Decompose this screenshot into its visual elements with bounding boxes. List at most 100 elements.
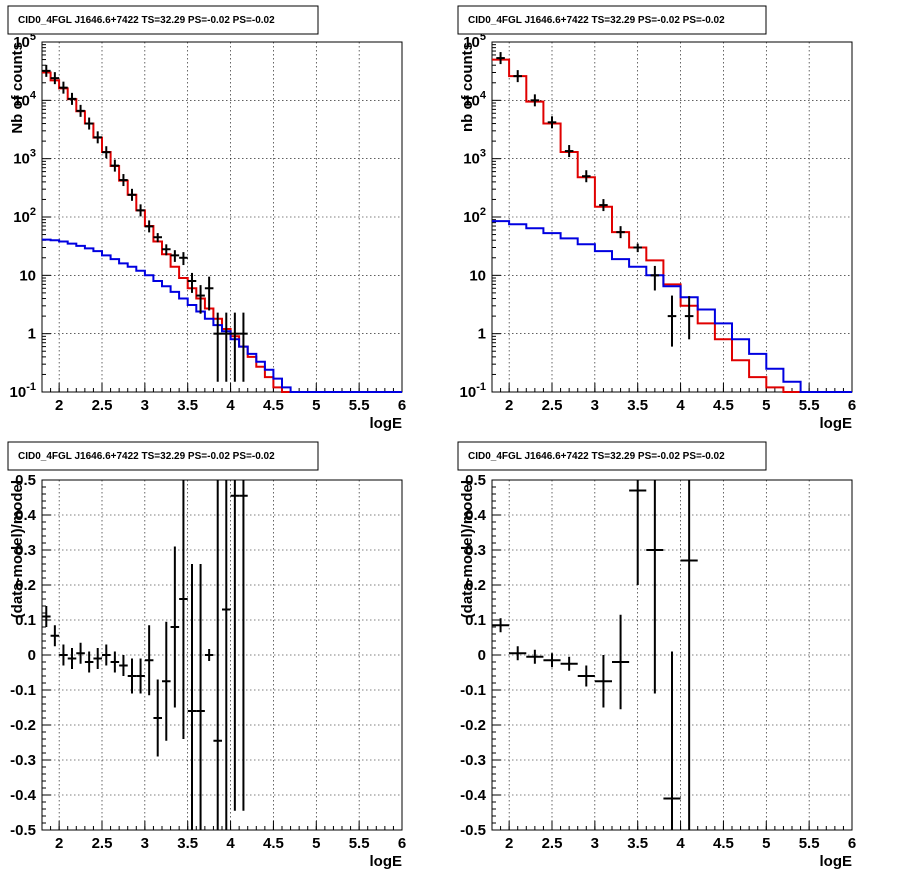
data-point [153, 233, 162, 243]
y-tick-label: -0.4 [10, 787, 37, 804]
y-tick-label: 0.4 [15, 507, 37, 524]
data-point [213, 312, 222, 382]
data-point [543, 653, 561, 668]
y-axis-title: (data-model)/model [459, 480, 476, 618]
data-point [239, 480, 248, 811]
x-tick-label: 4.5 [263, 397, 284, 414]
data-point [204, 276, 214, 311]
data-point [577, 665, 595, 687]
model-histogram-line [492, 58, 852, 393]
y-tick-label: 0.4 [465, 507, 487, 524]
data-point [230, 480, 240, 811]
chart-title: CID0_4FGL J1646.6+7422 TS=32.29 PS=-0.02… [18, 15, 275, 26]
x-tick-label: 2.5 [542, 835, 563, 852]
x-tick-label: 3.5 [627, 835, 648, 852]
x-tick-label: 5 [312, 397, 320, 414]
chart-panel-3: 2 2.5 3 3.5 4 4.5 5 5.5 6 -0.5 -0.4 -0.3 -0.2 -0.1 0 0.… [7, 441, 406, 870]
data-point [547, 116, 557, 129]
data-point [102, 644, 111, 666]
chart-title-box [7, 441, 319, 471]
data-point [680, 480, 698, 830]
y-tick-label: 10-1 [10, 381, 36, 401]
x-tick-label: 3 [141, 835, 149, 852]
data-point [127, 188, 137, 201]
data-point [650, 265, 660, 291]
x-tick-label: 4.5 [263, 835, 284, 852]
x-tick-label: 2 [505, 835, 513, 852]
y-tick-label: 10 [469, 267, 486, 284]
y-tick-label: 103 [463, 148, 486, 168]
data-point [162, 621, 171, 741]
data-point [564, 145, 574, 158]
x-tick-label: 5.5 [349, 835, 370, 852]
data-point [162, 244, 171, 256]
x-tick-label: 3 [591, 835, 599, 852]
y-tick-label: -0.2 [460, 717, 486, 734]
y-tick-label: -0.1 [460, 682, 486, 699]
data-point [196, 564, 205, 830]
data-point [76, 104, 85, 117]
y-tick-label: 0.3 [15, 542, 36, 559]
data-point [144, 625, 154, 696]
y-axis-title: (data-model)/model [9, 480, 26, 618]
data-point [42, 64, 51, 77]
data-point [509, 646, 527, 661]
x-tick-label: 6 [398, 397, 406, 414]
data-point [93, 131, 102, 144]
y-tick-label: 0.1 [15, 612, 36, 629]
x-tick-label: 4 [226, 397, 235, 414]
data-point [612, 614, 630, 710]
x-tick-label: 4.5 [713, 835, 734, 852]
y-tick-label: 0.1 [465, 612, 486, 629]
y-tick-label: 0.2 [465, 577, 486, 594]
chart-title: CID0_4FGL J1646.6+7422 TS=32.29 PS=-0.02… [468, 15, 725, 26]
chart-panel-1: 2 2.5 3 3.5 4 4.5 5 5.5 610-1110102103104105logE… [7, 5, 406, 432]
data-point [136, 204, 145, 217]
chart-title: CID0_4FGL J1646.6+7422 TS=32.29 PS=-0.02… [468, 451, 725, 462]
x-tick-label: 3.5 [627, 397, 648, 414]
y-tick-label: 1 [478, 326, 486, 343]
y-tick-label: -0.4 [460, 787, 487, 804]
chart-title: CID0_4FGL J1646.6+7422 TS=32.29 PS=-0.02… [18, 451, 275, 462]
x-tick-label: 2 [55, 397, 63, 414]
data-point [170, 250, 180, 262]
data-point [530, 94, 540, 107]
y-tick-label: 10 [19, 267, 36, 284]
data-point [594, 655, 612, 708]
y-axis-title: nb of counts [459, 42, 476, 132]
data-point [633, 243, 642, 253]
data-point [663, 651, 681, 830]
data-point [667, 295, 677, 347]
x-axis-title: logE [370, 853, 403, 870]
data-point [629, 480, 647, 585]
y-tick-label: 10-1 [460, 381, 486, 401]
x-tick-label: 2.5 [92, 835, 113, 852]
data-point [67, 648, 77, 669]
x-axis-title: logE [820, 853, 853, 870]
x-tick-label: 4.5 [713, 397, 734, 414]
data-point [170, 546, 180, 708]
y-tick-label: -0.3 [10, 752, 36, 769]
data-point [582, 170, 591, 183]
y-axis-title: Nb of counts [9, 42, 26, 134]
data-point [153, 679, 162, 757]
data-point [196, 285, 205, 314]
y-tick-label: 102 [13, 206, 36, 226]
x-tick-label: 6 [848, 835, 856, 852]
model-histogram-line [42, 238, 402, 393]
y-tick-label: -0.5 [10, 822, 36, 839]
x-axis-title: logE [820, 415, 853, 432]
data-point [67, 92, 77, 105]
x-tick-label: 5.5 [799, 835, 820, 852]
data-point [76, 642, 85, 664]
y-tick-label: 0 [478, 647, 486, 664]
y-tick-label: 1 [28, 326, 36, 343]
x-tick-label: 2.5 [542, 397, 563, 414]
data-point [599, 199, 608, 212]
data-point [119, 174, 128, 187]
chart-title-box [457, 441, 767, 471]
y-tick-label: 0.5 [465, 472, 486, 489]
data-point [239, 312, 248, 382]
data-point [127, 658, 137, 694]
data-point [222, 312, 231, 382]
